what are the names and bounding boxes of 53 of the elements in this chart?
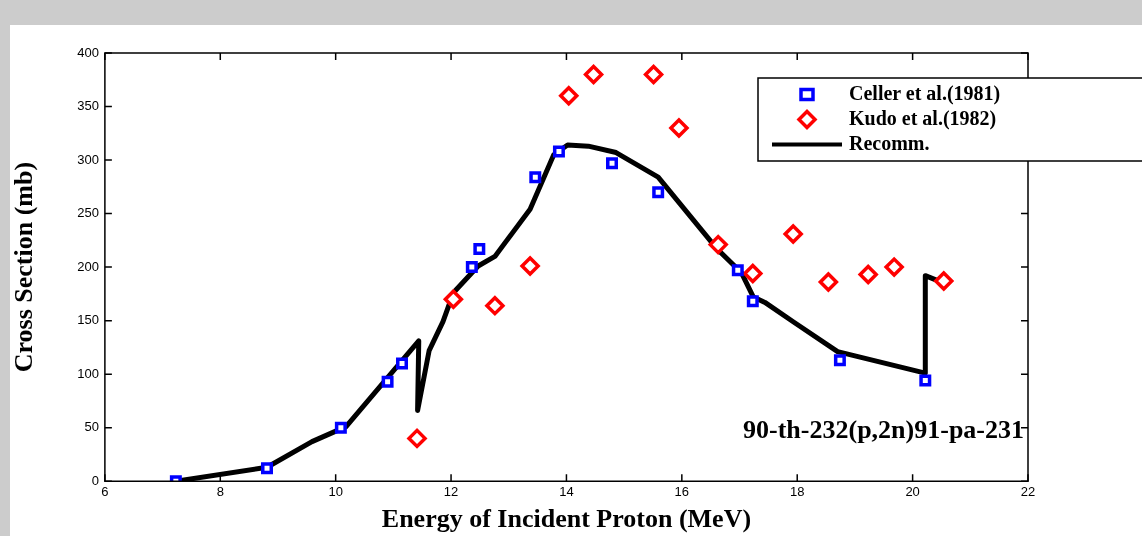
- x-tick-label: 12: [443, 483, 459, 499]
- legend-label: Celler et al.(1981): [849, 81, 1001, 105]
- point: [520, 256, 540, 276]
- legend-label: Kudo et al.(1982): [849, 106, 997, 130]
- point: [833, 354, 846, 367]
- point: [708, 234, 728, 255]
- point: [746, 295, 759, 308]
- x-tick-label: 14: [559, 483, 574, 499]
- y-tick-label: 300: [77, 151, 99, 167]
- point: [552, 145, 565, 158]
- y-tick-label: 250: [77, 205, 99, 221]
- y-tick-label: 50: [84, 419, 99, 435]
- point: [858, 264, 878, 285]
- x-tick-label: 20: [905, 483, 920, 499]
- y-tick-label: 400: [77, 44, 99, 60]
- point: [643, 64, 664, 85]
- point: [934, 271, 954, 291]
- point: [559, 86, 579, 106]
- point: [669, 118, 689, 138]
- x-tick-label: 18: [789, 483, 805, 499]
- point: [783, 224, 803, 244]
- y-axis-title: Cross Section (mb): [9, 161, 39, 373]
- x-tick-label: 10: [328, 483, 343, 499]
- y-tick-label: 350: [77, 98, 99, 114]
- x-axis-title: Energy of Incident Proton (MeV): [381, 504, 752, 534]
- x-tick-label: 8: [216, 483, 224, 499]
- point: [407, 428, 427, 449]
- point: [743, 263, 763, 284]
- point: [465, 261, 478, 274]
- legend-label: Recomm.: [849, 131, 930, 154]
- x-tick-label: 6: [101, 483, 109, 499]
- point: [396, 357, 409, 370]
- point: [334, 421, 347, 434]
- y-tick-label: 150: [77, 312, 99, 328]
- point: [884, 257, 904, 277]
- y-tick-label: 200: [77, 258, 99, 274]
- y-tick-label: 100: [77, 365, 99, 381]
- y-tick-label: 0: [91, 472, 99, 488]
- point: [473, 242, 486, 255]
- point: [529, 171, 542, 184]
- point: [583, 64, 604, 85]
- annotation: 90-th-232(p,2n)91-pa-231: [743, 414, 1024, 444]
- point: [381, 375, 394, 388]
- point: [919, 374, 932, 387]
- point: [606, 157, 619, 170]
- point: [261, 462, 273, 475]
- point: [652, 186, 665, 199]
- point: [731, 264, 744, 277]
- point: [443, 289, 464, 309]
- point: [485, 295, 505, 316]
- x-tick-label: 16: [674, 483, 690, 499]
- point: [818, 272, 839, 292]
- x-tick-label: 22: [1020, 483, 1036, 499]
